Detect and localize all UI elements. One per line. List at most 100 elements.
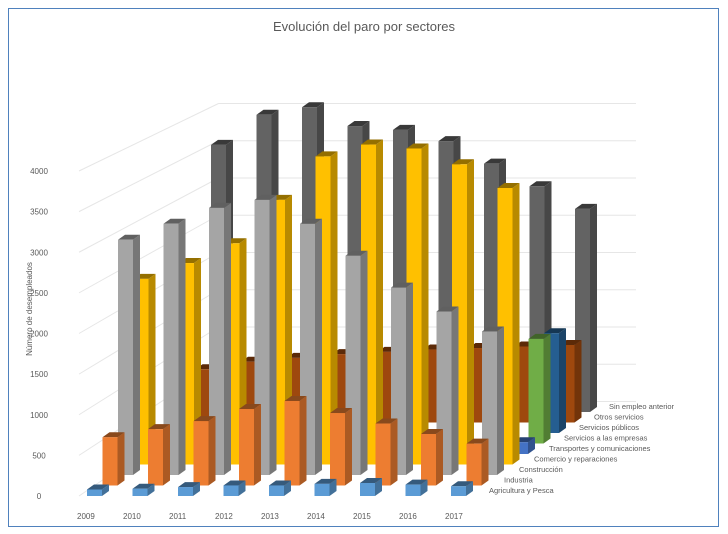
bar-agricultura-y-pesca-2010	[132, 483, 155, 496]
bar-construcci-n-2011	[209, 202, 231, 475]
bar-top	[451, 481, 473, 487]
bar-side	[528, 437, 535, 454]
bar-agricultura-y-pesca-2014	[314, 478, 337, 496]
depth-label: Sin empleo anterior	[609, 402, 675, 411]
bar-top	[256, 109, 279, 115]
bar-front	[360, 483, 375, 496]
depth-label: Agricultura y Pesca	[489, 486, 554, 495]
bar-side	[360, 250, 368, 475]
bar-side	[133, 234, 140, 475]
bar-side	[466, 481, 473, 496]
y-axis-ticks: 0 500 1000 1500 2000 2500 3000 3500 4000	[30, 167, 48, 501]
bar-top	[102, 432, 125, 438]
bar-agricultura-y-pesca-2015	[360, 478, 382, 496]
bar-industria-2015	[375, 418, 398, 486]
bar-top	[193, 416, 216, 422]
bar-side	[299, 395, 307, 486]
y-tick-label: 3000	[30, 248, 48, 257]
bar-front	[102, 437, 118, 486]
gridline-side	[78, 214, 219, 294]
bar-top	[497, 183, 520, 188]
bar-side	[254, 404, 261, 486]
bar-side	[406, 282, 413, 475]
bar-side	[329, 478, 337, 496]
bar-top	[529, 181, 552, 187]
bar-top	[347, 121, 370, 127]
bar-top	[284, 395, 307, 401]
x-axis-ticks: 2009 2010 2011 2012 2013 2014 2015 2016 2017	[77, 512, 463, 521]
bar-side	[315, 218, 322, 475]
bar-agricultura-y-pesca-2017	[451, 481, 473, 496]
x-tick-label: 2014	[307, 512, 325, 521]
bar-side	[420, 479, 428, 496]
bar-top	[436, 306, 459, 312]
bar-side	[345, 408, 352, 486]
bar-side	[224, 202, 231, 475]
bar-top	[360, 478, 382, 483]
bar-construcci-n-2009	[118, 234, 140, 475]
bar-top	[405, 479, 428, 485]
bar-side	[497, 326, 504, 475]
bar-top	[239, 404, 261, 410]
depth-label: Otros servicios	[594, 413, 644, 422]
bar-top	[209, 202, 231, 208]
x-tick-label: 2010	[123, 512, 141, 521]
bar-side	[194, 258, 201, 465]
y-tick-label: 2000	[30, 330, 48, 339]
bar-side	[330, 151, 338, 465]
bar-side	[163, 424, 170, 486]
bar-side	[147, 483, 155, 496]
gridline-side	[78, 103, 219, 172]
bar-side	[451, 306, 459, 475]
depth-label: Servicios públicos	[579, 423, 639, 432]
x-tick-label: 2013	[261, 512, 279, 521]
y-tick-label: 1500	[30, 370, 48, 379]
bar-industria-2012	[239, 404, 261, 486]
chart-title: Evolución del paro por sectores	[273, 19, 456, 34]
bar-top	[269, 480, 291, 486]
bar-top	[528, 333, 551, 339]
gridline-side	[78, 177, 219, 253]
bar-front	[132, 488, 148, 496]
bar-top	[375, 418, 398, 424]
bar-agricultura-y-pesca-2013	[269, 480, 291, 496]
x-tick-label: 2012	[215, 512, 233, 521]
bar-side	[238, 480, 246, 496]
y-tick-label: 0	[37, 492, 42, 501]
bar-side	[148, 273, 156, 465]
bar-front	[87, 489, 102, 496]
bar-side	[208, 416, 216, 486]
bar-top	[315, 151, 338, 157]
bar-top	[421, 428, 443, 434]
depth-label: Construcción	[519, 465, 563, 474]
bar-front	[330, 413, 345, 486]
bar-side	[436, 428, 443, 486]
bar-industria-2011	[193, 416, 216, 486]
bar-top	[87, 484, 109, 490]
bar-top	[148, 424, 170, 430]
bar-top	[178, 482, 200, 488]
x-tick-label: 2017	[445, 512, 463, 521]
bar-top	[575, 203, 597, 209]
bar-side	[512, 183, 520, 465]
bar-side	[543, 333, 551, 444]
bar-industria-2013	[284, 395, 307, 486]
bar-front	[451, 486, 466, 496]
bar-agricultura-y-pesca-2012	[223, 480, 246, 496]
bar-front	[269, 485, 284, 496]
depth-label: Industria	[504, 476, 534, 485]
bar-side	[376, 139, 383, 465]
x-tick-label: 2016	[399, 512, 417, 521]
gridline-side	[78, 140, 219, 213]
bar-side	[390, 418, 398, 486]
bar-side	[559, 328, 566, 433]
x-tick-label: 2009	[77, 512, 95, 521]
bar-side	[178, 218, 186, 475]
bar-top	[118, 234, 140, 240]
bar-front	[466, 443, 482, 486]
bar-top	[330, 408, 352, 414]
bar-front	[314, 483, 330, 496]
bar-front	[513, 442, 528, 454]
bar-side	[421, 143, 429, 465]
